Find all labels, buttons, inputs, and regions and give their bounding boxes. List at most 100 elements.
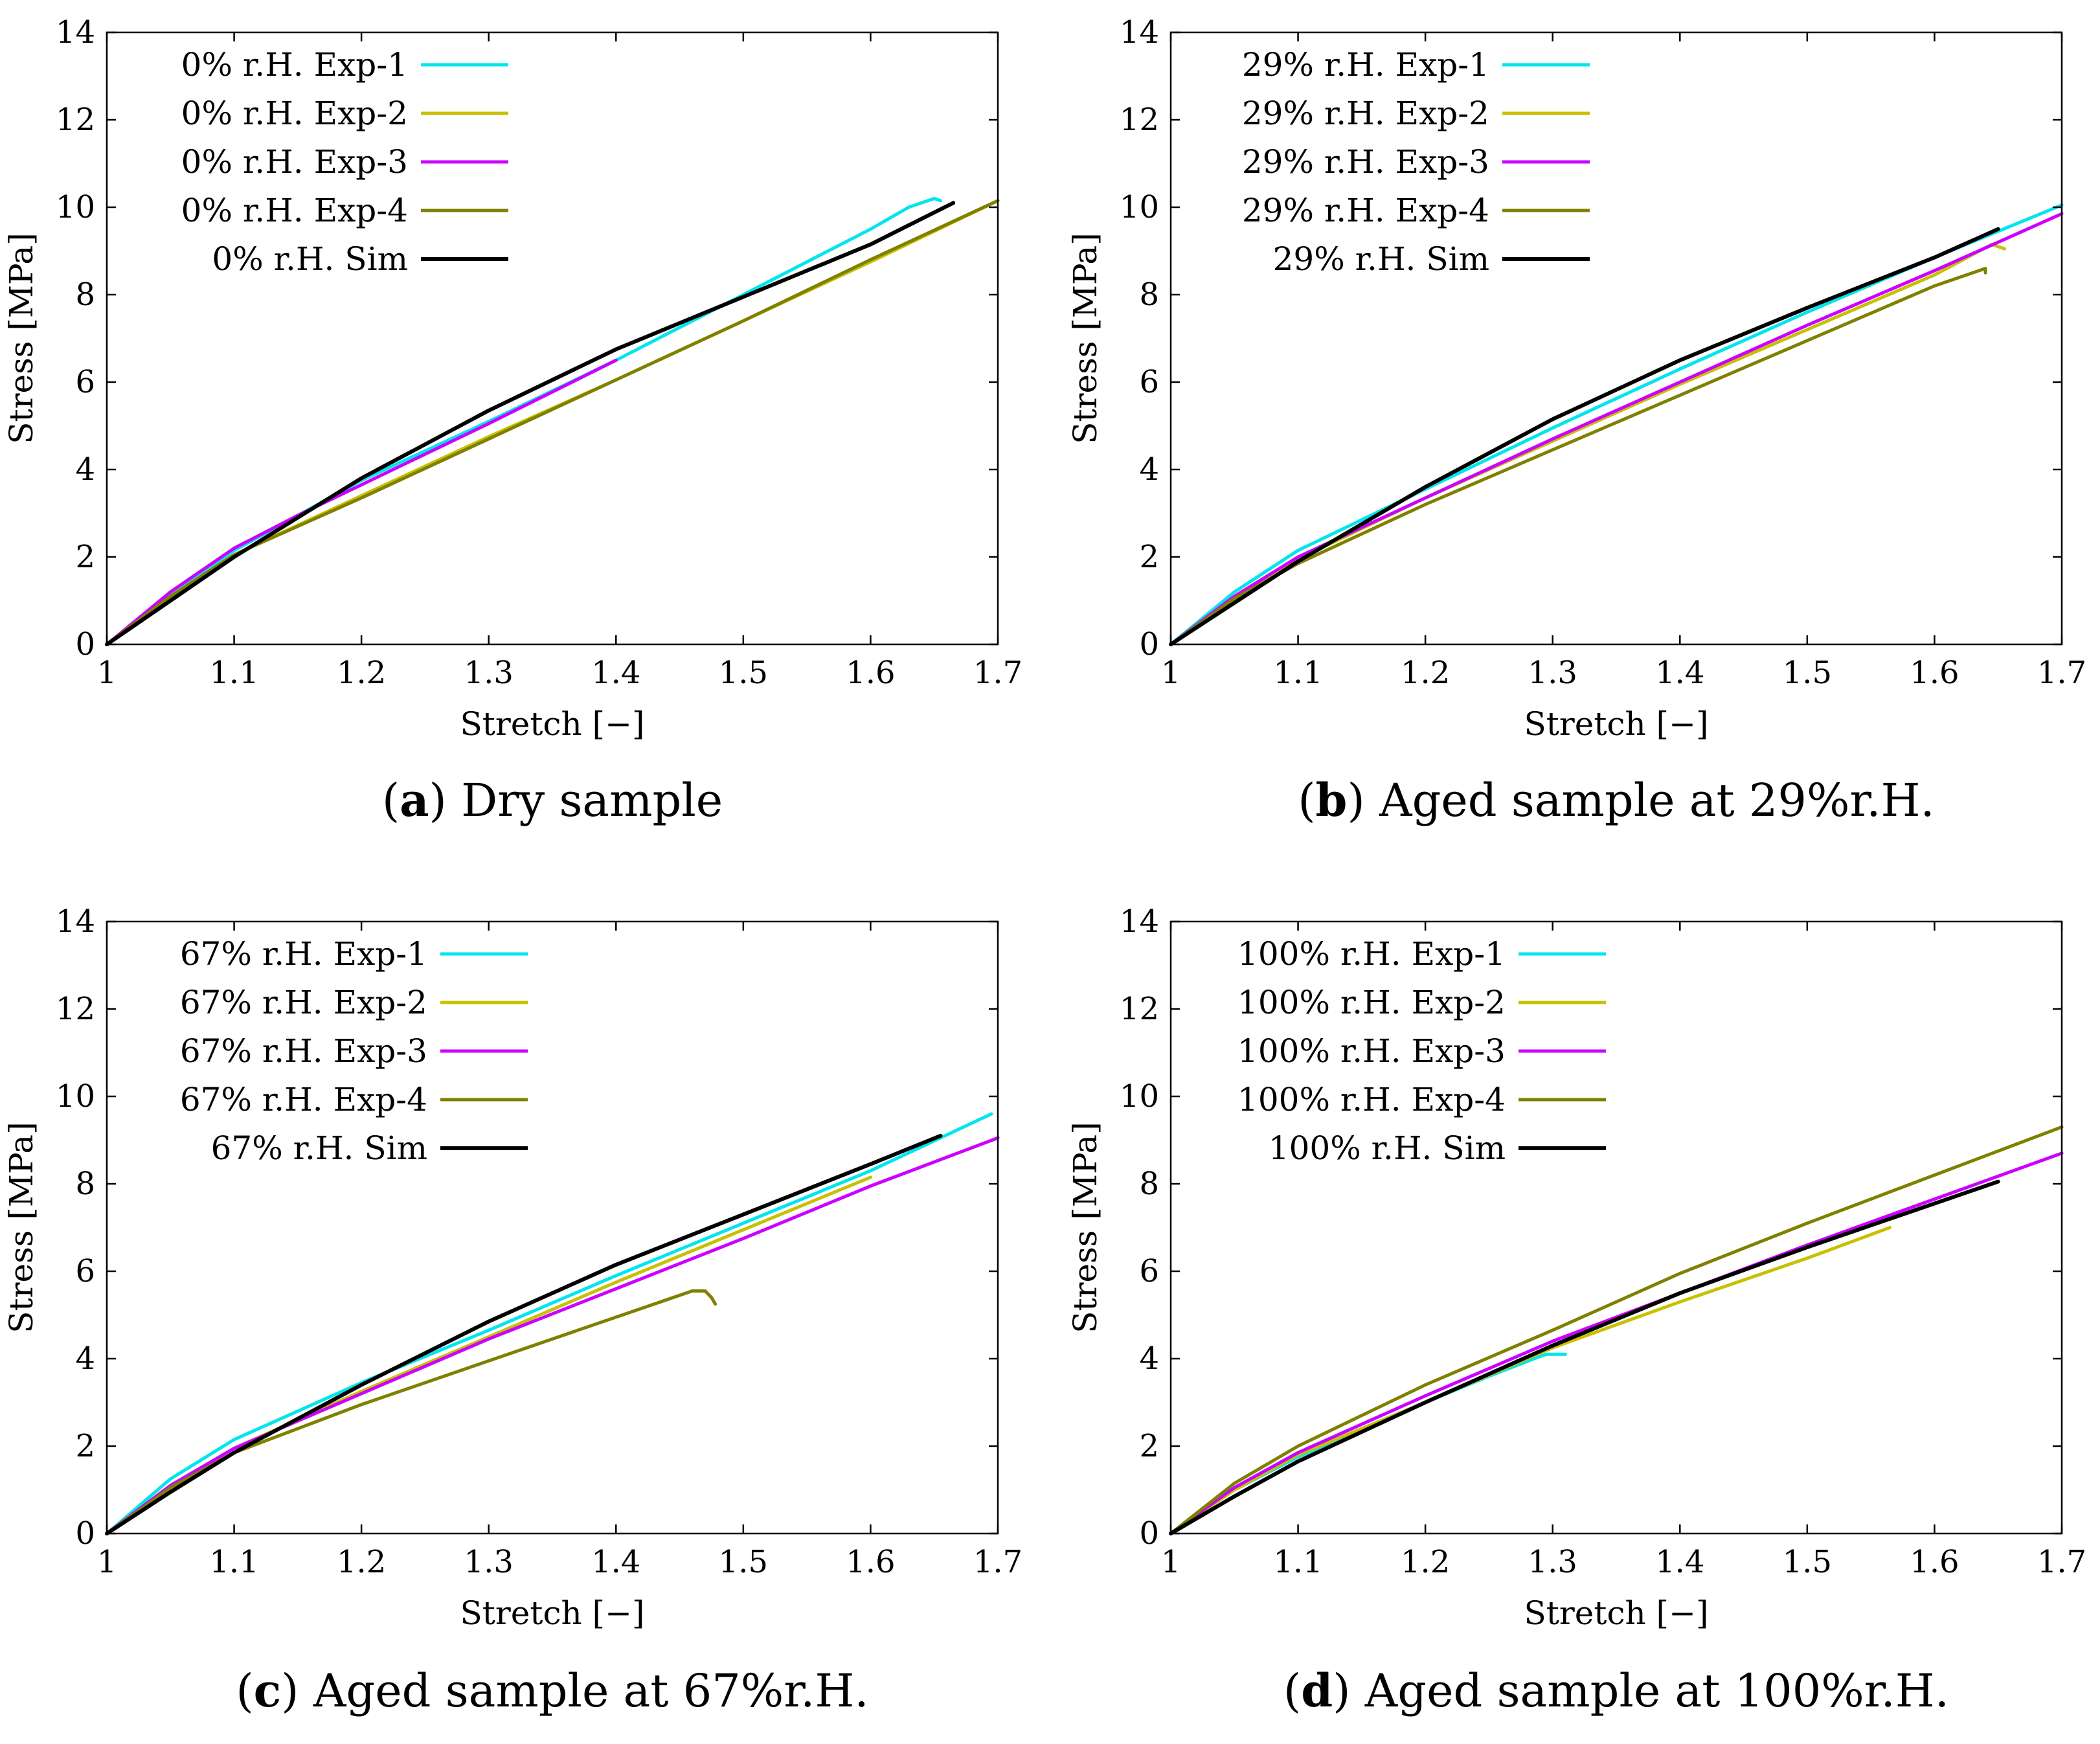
series-line-exp1 [105, 1112, 993, 1535]
legend-label: 0% r.H. Sim [212, 240, 408, 278]
caption-title: Aged sample at 67%r.H. [313, 1664, 869, 1717]
panel-caption: (a) Dry sample [382, 773, 723, 827]
x-tick-label: 1.5 [719, 1544, 768, 1580]
y-tick-label: 6 [1139, 1253, 1159, 1289]
x-tick-label: 1 [1161, 1544, 1181, 1580]
y-tick-label: 8 [75, 1166, 95, 1202]
y-tick-label: 2 [75, 539, 95, 575]
legend-label: 29% r.H. Exp-1 [1242, 46, 1489, 84]
legend-label: 0% r.H. Exp-2 [181, 95, 408, 132]
caption-letter: a [400, 773, 429, 827]
series-line-exp3 [1169, 212, 2064, 646]
caption-letter: d [1301, 1664, 1333, 1717]
chart-panel-a: 1 1.1 1.2 1.3 1.4 1.5 1.6 1.7 0 2 4 6 8 10 12 14 Stretch… [3, 14, 1022, 827]
x-tick-label: 1.5 [1783, 1544, 1832, 1580]
x-axis-label: Stretch [−] [460, 1594, 645, 1632]
y-tick-label: 2 [1139, 1428, 1159, 1464]
series-line-exp2 [1169, 242, 2006, 646]
legend-label: 100% r.H. Exp-1 [1237, 935, 1506, 973]
x-tick-label: 1.7 [2037, 1544, 2086, 1580]
y-tick-label: 14 [1120, 903, 1159, 940]
x-tick-label: 1.2 [1401, 655, 1450, 691]
y-tick-label: 0 [1139, 1515, 1159, 1552]
series-line-sim [1169, 227, 2000, 646]
x-tick-label: 1.4 [591, 655, 640, 691]
panel-caption: (d) Aged sample at 100%r.H. [1283, 1664, 1949, 1717]
legend-label: 29% r.H. Exp-4 [1242, 192, 1489, 229]
y-axis-label: Stress [MPa] [1067, 232, 1104, 444]
caption-letter: b [1316, 773, 1348, 827]
x-tick-label: 1.7 [2037, 655, 2086, 691]
x-tick-label: 1.3 [464, 1544, 514, 1580]
x-tick-label: 1.1 [1273, 1544, 1322, 1580]
legend-label: 0% r.H. Exp-3 [181, 143, 408, 181]
caption-title: Aged sample at 29%r.H. [1379, 774, 1935, 827]
x-tick-label: 1.7 [973, 655, 1022, 691]
plot-frame [106, 920, 999, 1535]
x-tick-label: 1.2 [337, 1544, 386, 1580]
y-tick-label: 12 [56, 991, 95, 1027]
legend: 67% r.H. Exp-1 67% r.H. Exp-2 67% r.H. Exp… [180, 935, 528, 1167]
y-tick-label: 0 [1139, 626, 1159, 662]
legend-label: 100% r.H. Exp-2 [1237, 984, 1506, 1021]
y-tick-label: 8 [1139, 1166, 1159, 1202]
x-tick-label: 1.7 [973, 1544, 1022, 1580]
y-tick-label: 14 [56, 903, 95, 940]
legend-label: 0% r.H. Exp-1 [181, 46, 408, 84]
y-tick-label: 6 [75, 1253, 95, 1289]
chart-panel-d: 1 1.1 1.2 1.3 1.4 1.5 1.6 1.7 0 2 4 6 8 10 12 14 Stretch… [1067, 903, 2086, 1717]
caption-letter: c [254, 1664, 282, 1717]
legend: 0% r.H. Exp-1 0% r.H. Exp-2 0% r.H. Exp-3 0… [181, 46, 508, 278]
x-axis-label: Stretch [−] [1524, 1594, 1709, 1632]
series-line-exp4 [105, 199, 1000, 646]
x-tick-label: 1.3 [464, 655, 514, 691]
y-axis-label: Stress [MPa] [1067, 1122, 1104, 1333]
y-tick-label: 10 [56, 1078, 95, 1115]
x-tick-label: 1.5 [1783, 655, 1832, 691]
x-tick-label: 1.1 [1273, 655, 1322, 691]
x-tick-label: 1.4 [1655, 655, 1704, 691]
x-axis-label: Stretch [−] [1524, 705, 1709, 743]
x-tick-label: 1.4 [591, 1544, 640, 1580]
y-tick-label: 0 [75, 1515, 95, 1552]
y-tick-label: 12 [1120, 991, 1159, 1027]
x-tick-label: 1.2 [1401, 1544, 1450, 1580]
panel-caption: (b) Aged sample at 29%r.H. [1298, 773, 1935, 827]
y-tick-label: 14 [1120, 14, 1159, 51]
legend-label: 100% r.H. Sim [1269, 1129, 1506, 1167]
x-tick-label: 1.6 [1910, 655, 1959, 691]
legend-label: 29% r.H. Exp-2 [1242, 95, 1489, 132]
x-tick-label: 1.6 [846, 655, 895, 691]
y-tick-label: 8 [75, 277, 95, 313]
chart-panel-c: 1 1.1 1.2 1.3 1.4 1.5 1.6 1.7 0 2 4 6 8 10 12 14 Stretch… [3, 903, 1022, 1717]
y-tick-label: 6 [75, 364, 95, 400]
legend: 29% r.H. Exp-1 29% r.H. Exp-2 29% r.H. Exp… [1242, 46, 1590, 278]
x-tick-label: 1 [97, 1544, 117, 1580]
series-line-exp4 [1169, 1125, 2064, 1535]
y-axis-label: Stress [MPa] [3, 1122, 40, 1333]
y-tick-label: 4 [1139, 451, 1159, 488]
caption-title: Aged sample at 100%r.H. [1364, 1664, 1949, 1717]
y-tick-label: 2 [75, 1428, 95, 1464]
x-tick-label: 1 [1161, 655, 1181, 691]
x-tick-label: 1.6 [846, 1544, 895, 1580]
x-tick-label: 1.2 [337, 655, 386, 691]
series-line-sim [1169, 1179, 2000, 1535]
caption-title: Dry sample [461, 774, 723, 827]
y-tick-label: 4 [1139, 1341, 1159, 1377]
y-tick-label: 4 [75, 1341, 95, 1377]
legend-label: 100% r.H. Exp-4 [1237, 1081, 1506, 1118]
plot-frame [106, 31, 999, 646]
legend-label: 0% r.H. Exp-4 [181, 192, 408, 229]
series-line-exp3 [105, 1136, 1000, 1535]
chart-panel-b: 1 1.1 1.2 1.3 1.4 1.5 1.6 1.7 0 2 4 6 8 10 12 14 Stretch… [1067, 14, 2086, 827]
y-tick-label: 4 [75, 451, 95, 488]
y-axis-label: Stress [MPa] [3, 232, 40, 444]
x-tick-label: 1 [97, 655, 117, 691]
y-tick-label: 12 [1120, 102, 1159, 138]
x-tick-label: 1.1 [209, 655, 258, 691]
legend-label: 67% r.H. Exp-1 [180, 935, 427, 973]
y-tick-label: 10 [56, 189, 95, 225]
